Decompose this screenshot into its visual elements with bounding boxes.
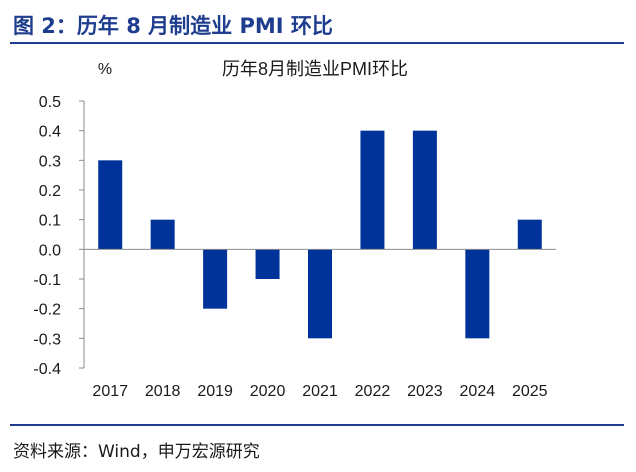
x-tick-label: 2017 — [92, 383, 128, 400]
bar-2019 — [203, 249, 228, 309]
bar-2022 — [360, 130, 385, 250]
y-tick-label: -0.2 — [33, 302, 61, 319]
bar-2020 — [255, 249, 280, 279]
bar-2024 — [465, 249, 490, 339]
chart-title: 历年8月制造业PMI环比 — [222, 59, 408, 79]
y-tick-label: 0.1 — [39, 213, 61, 230]
x-tick-label: 2023 — [407, 383, 443, 400]
y-tick-label: 0.4 — [39, 124, 61, 141]
bars — [98, 130, 542, 339]
y-unit-label: % — [98, 61, 112, 78]
bar-chart: 历年8月制造业PMI环比 % 0.5 0.4 0.3 0.2 0.1 0.0 -0.1 -0.… — [33, 59, 556, 400]
title-rule — [10, 42, 624, 44]
x-tick-label: 2018 — [145, 383, 181, 400]
y-tick-label: -0.3 — [33, 331, 61, 348]
bar-2017 — [98, 160, 123, 250]
bar-2021 — [308, 249, 332, 339]
y-tick-label: 0.2 — [39, 183, 61, 200]
bar-2023 — [412, 130, 437, 250]
bar-2018 — [150, 219, 175, 250]
source-note: 资料来源：Wind，申万宏源研究 — [13, 442, 260, 462]
y-tick-label: 0.0 — [39, 242, 61, 259]
bar-2025 — [517, 219, 542, 250]
source-rule — [10, 424, 624, 426]
figure-title: 图 2：历年 8 月制造业 PMI 环比 — [13, 14, 333, 38]
x-tick-label: 2025 — [512, 383, 548, 400]
y-tick-label: -0.4 — [33, 361, 61, 378]
axes — [83, 101, 556, 368]
y-axis-ticks: 0.5 0.4 0.3 0.2 0.1 0.0 -0.1 -0.2 -0.3 -0.4 — [33, 94, 84, 378]
x-tick-label: 2022 — [355, 383, 391, 400]
y-tick-label: -0.1 — [33, 272, 61, 289]
x-tick-label: 2024 — [460, 383, 496, 400]
x-tick-label: 2019 — [197, 383, 233, 400]
y-tick-label: 0.3 — [39, 153, 61, 170]
x-tick-label: 2021 — [302, 383, 338, 400]
y-tick-label: 0.5 — [39, 94, 61, 111]
x-axis-labels: 2017 2018 2019 2020 2021 2022 2023 2024 2025 — [92, 383, 547, 400]
x-tick-label: 2020 — [250, 383, 286, 400]
